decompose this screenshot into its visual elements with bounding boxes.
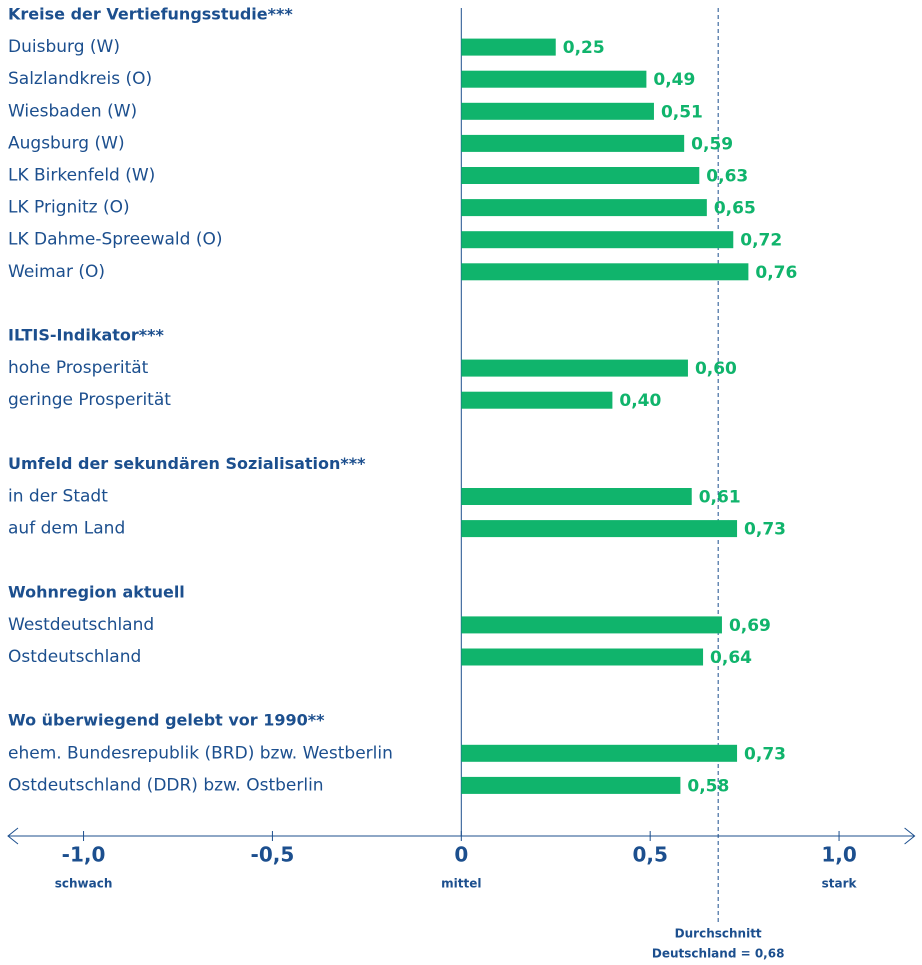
category-label: in der Stadt bbox=[8, 487, 108, 507]
category-label: Weimar (O) bbox=[8, 262, 105, 282]
bar bbox=[461, 231, 734, 249]
bar bbox=[461, 776, 681, 794]
bar bbox=[461, 648, 704, 666]
bar bbox=[461, 263, 749, 281]
value-label: 0,73 bbox=[744, 520, 786, 540]
bar bbox=[461, 391, 613, 409]
bar bbox=[461, 38, 556, 56]
category-label: Ostdeutschland bbox=[8, 647, 141, 667]
value-label: 0,63 bbox=[706, 167, 748, 187]
category-label: Westdeutschland bbox=[8, 615, 154, 635]
value-label: 0,60 bbox=[695, 359, 737, 379]
category-label: hohe Prosperität bbox=[8, 358, 149, 378]
category-label: LK Prignitz (O) bbox=[8, 198, 130, 218]
bar bbox=[461, 744, 738, 762]
x-tick-label: 0,5 bbox=[632, 843, 667, 867]
group-title: Wohnregion aktuell bbox=[8, 582, 185, 601]
category-label: LK Dahme-Spreewald (O) bbox=[8, 230, 222, 250]
bar bbox=[461, 488, 692, 505]
value-label: 0,49 bbox=[653, 70, 695, 90]
value-label: 0,65 bbox=[714, 199, 756, 219]
axis-note: stark bbox=[822, 877, 858, 891]
value-label: 0,58 bbox=[687, 776, 729, 796]
bar bbox=[461, 199, 707, 217]
value-label: 0,72 bbox=[740, 231, 782, 251]
reference-label: Deutschland = 0,68 bbox=[652, 947, 785, 961]
category-label: auf dem Land bbox=[8, 519, 125, 539]
x-tick-label: 0 bbox=[454, 843, 468, 867]
category-label: geringe Prosperität bbox=[8, 390, 171, 410]
x-tick-label: -0,5 bbox=[251, 843, 295, 867]
bar bbox=[461, 134, 685, 152]
axis-note: schwach bbox=[55, 877, 113, 891]
category-label: LK Birkenfeld (W) bbox=[8, 166, 155, 186]
value-label: 0,64 bbox=[710, 648, 752, 668]
category-label: Duisburg (W) bbox=[8, 37, 120, 57]
value-label: 0,51 bbox=[661, 102, 703, 122]
category-label: Wiesbaden (W) bbox=[8, 101, 137, 121]
category-label: Augsburg (W) bbox=[8, 133, 125, 153]
bar bbox=[461, 70, 647, 88]
value-label: 0,40 bbox=[619, 391, 661, 411]
value-label: 0,59 bbox=[691, 134, 733, 154]
bar bbox=[461, 520, 738, 538]
bar bbox=[461, 102, 654, 120]
value-label: 0,25 bbox=[563, 38, 605, 58]
group-title: Wo überwiegend gelebt vor 1990** bbox=[8, 711, 325, 730]
bar bbox=[461, 167, 700, 184]
group-title: Kreise der Vertiefungsstudie*** bbox=[8, 5, 293, 24]
axis-arrow bbox=[7, 827, 19, 845]
bar bbox=[461, 616, 722, 634]
axis-arrow bbox=[904, 827, 916, 845]
value-label: 0,73 bbox=[744, 744, 786, 764]
value-label: 0,61 bbox=[699, 488, 741, 508]
group-title: Umfeld der sekundären Sozialisation*** bbox=[8, 454, 366, 473]
category-label: Salzlandkreis (O) bbox=[8, 69, 152, 89]
bar bbox=[461, 359, 688, 377]
category-label: Ostdeutschland (DDR) bzw. Ostberlin bbox=[8, 775, 324, 795]
x-tick-label: 1,0 bbox=[821, 843, 856, 867]
x-tick-label: -1,0 bbox=[62, 843, 106, 867]
reference-label: Durchschnitt bbox=[675, 927, 762, 941]
value-label: 0,69 bbox=[729, 616, 771, 636]
category-label: ehem. Bundesrepublik (BRD) bzw. Westberl… bbox=[8, 743, 393, 763]
value-label: 0,76 bbox=[755, 263, 797, 283]
group-title: ILTIS-Indikator*** bbox=[8, 326, 165, 345]
axis-note: mittel bbox=[441, 877, 481, 891]
